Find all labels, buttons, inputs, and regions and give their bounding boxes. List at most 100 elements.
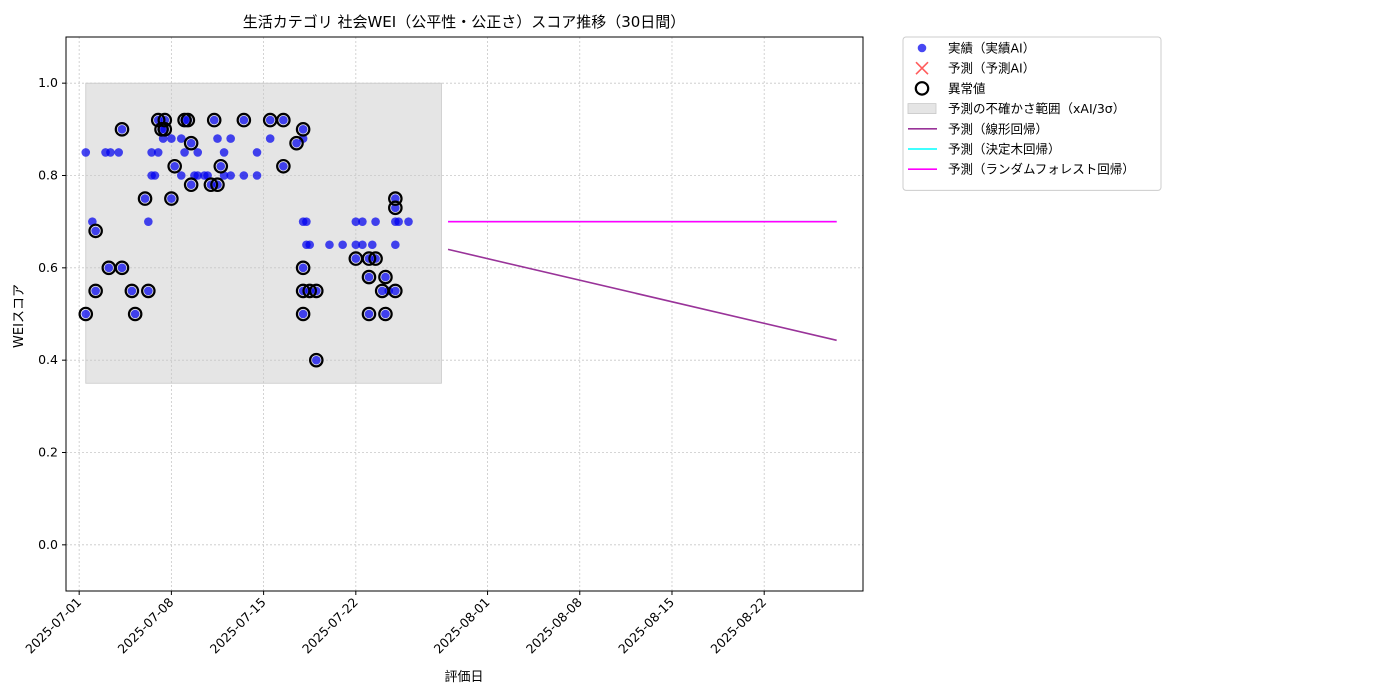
actual-point <box>252 148 262 157</box>
x-tick-label: 2025-08-08 <box>523 594 585 656</box>
actual-point <box>292 138 301 148</box>
actual-point <box>391 194 400 203</box>
anomaly-marker <box>295 260 311 276</box>
actual-point <box>144 286 153 296</box>
legend-label: 予測（予測AI） <box>948 61 1035 76</box>
x-tick-label: 2025-07-22 <box>299 595 361 657</box>
actual-point <box>114 148 123 157</box>
x-axis-label: 評価日 <box>444 670 483 685</box>
plot-area: 0.0 0.2 0.4 0.6 0.8 1.0 2025-07-01 2025-07-08 20… <box>22 36 864 657</box>
legend-label: 予測の不確かさ範囲（xAI/3σ） <box>948 101 1125 116</box>
legend-entry-tree: 予測（決定木回帰） <box>908 142 1061 157</box>
actual-point <box>265 115 275 125</box>
actual-point <box>170 161 179 171</box>
actual-point <box>239 115 249 125</box>
actual-point <box>338 240 347 250</box>
actual-point <box>252 171 262 180</box>
actual-point <box>213 134 222 143</box>
chart-title: 生活カテゴリ 社会WEI（公平性・公正さ）スコア推移（30日間） <box>243 13 686 31</box>
anomaly-marker <box>114 122 130 137</box>
anomaly-marker <box>276 158 291 174</box>
anomaly-marker <box>141 283 156 299</box>
actual-point <box>167 134 176 143</box>
actual-point <box>186 180 196 190</box>
y-tick-label: 0.0 <box>38 537 58 552</box>
y-tick-label: 0.6 <box>38 260 58 275</box>
anomaly-marker <box>137 191 153 206</box>
actual-point <box>216 161 226 171</box>
actual-point <box>91 226 100 236</box>
actual-point <box>298 263 308 273</box>
actual-point <box>127 286 137 296</box>
actual-point <box>180 148 189 157</box>
actual-point <box>351 240 361 250</box>
axes-frame <box>65 36 864 592</box>
actual-point <box>176 134 186 143</box>
actual-point <box>226 134 235 143</box>
anomaly-marker <box>361 269 377 285</box>
actual-point <box>325 240 334 250</box>
actual-point <box>351 217 361 226</box>
actual-point <box>358 240 367 250</box>
anomaly-marker <box>361 306 377 322</box>
actual-point <box>140 194 150 203</box>
anomaly-marker <box>164 191 179 206</box>
actual-point <box>302 217 311 226</box>
y-tick-label: 0.2 <box>38 445 58 460</box>
actual-point <box>106 148 115 157</box>
actual-point <box>279 161 288 171</box>
actual-point <box>130 309 140 319</box>
actual-point <box>391 203 400 213</box>
actual-point <box>371 217 380 226</box>
actual-point <box>239 171 249 180</box>
legend-anomaly-marker <box>914 81 930 96</box>
legend-entry-actual: 実績（実績AI） <box>917 41 1035 56</box>
legend-label: 予測（決定木回帰） <box>948 142 1061 157</box>
actual-point <box>364 309 374 319</box>
actual-point <box>305 240 315 250</box>
actual-point <box>367 240 377 250</box>
anomaly-marker <box>183 177 199 193</box>
anomaly-marker <box>206 112 222 128</box>
anomaly-marker <box>302 283 318 299</box>
actual-point <box>279 115 288 125</box>
actual-point <box>144 217 153 226</box>
linear-regression-line <box>447 248 837 342</box>
anomaly-marker <box>378 306 393 322</box>
actual-point <box>81 148 91 157</box>
actual-point <box>298 309 308 319</box>
actual-point <box>364 272 374 282</box>
actual-point <box>381 272 390 282</box>
anomaly-marker <box>183 135 199 151</box>
legend-entry-anomaly: 異常値 <box>914 81 986 96</box>
actual-point <box>351 254 361 263</box>
actual-point <box>209 115 219 125</box>
actual-point <box>104 263 114 273</box>
actual-point <box>377 286 387 296</box>
anomaly-marker <box>295 122 311 137</box>
anomaly-marker <box>210 177 225 193</box>
actual-point <box>150 171 160 180</box>
x-tick-label: 2025-08-15 <box>615 595 677 657</box>
y-tick-label: 0.4 <box>38 352 58 367</box>
anomaly-marker <box>378 269 393 285</box>
actual-point <box>193 148 203 157</box>
anomaly-marker <box>124 283 140 299</box>
actual-point <box>311 355 321 365</box>
legend-cross-icon <box>915 61 929 75</box>
actual-point <box>193 171 203 180</box>
anomaly-marker <box>78 306 94 322</box>
actual-point <box>381 309 390 319</box>
actual-point <box>391 240 400 250</box>
legend-band-swatch <box>907 103 937 114</box>
legend-actual-marker <box>917 43 927 53</box>
legend-label: 予測（ランダムフォレスト回帰） <box>948 162 1135 177</box>
anomaly-marker <box>88 223 103 239</box>
actual-point <box>167 194 176 203</box>
actual-point <box>298 125 308 134</box>
anomaly-marker <box>180 112 196 128</box>
legend-label: 実績（実績AI） <box>948 41 1035 56</box>
actual-point <box>219 148 229 157</box>
x-tick-label: 2025-08-22 <box>707 595 769 657</box>
